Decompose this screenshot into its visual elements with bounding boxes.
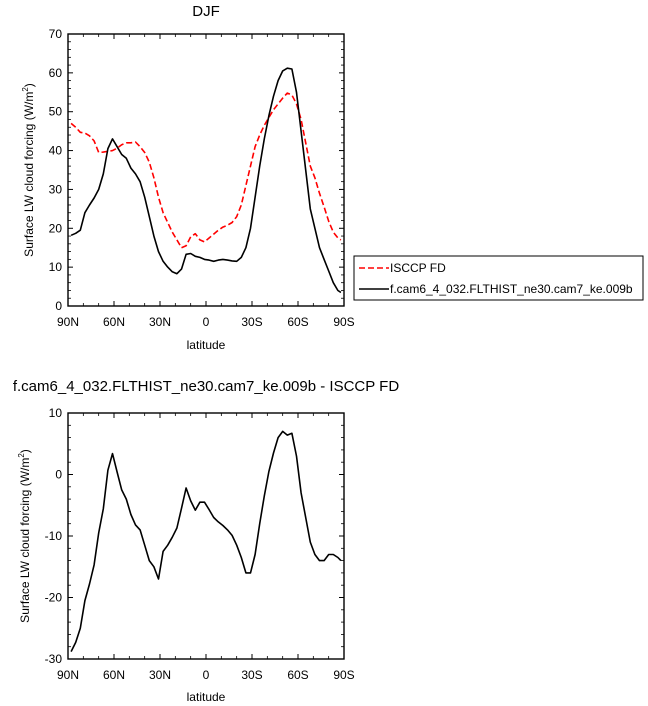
top-plot-area: 90N 60N 30N 0 30S 60S 90S 0 10 20 30 40 50 60 70 xyxy=(49,27,355,329)
top-x-tick-label: 30N xyxy=(149,315,171,329)
bottom-y-tick-label: 10 xyxy=(49,406,63,420)
bottom-y-axis-label-main: Surface LW cloud forcing (W/m xyxy=(18,458,32,623)
top-x-tick-label: 60S xyxy=(287,315,308,329)
top-x-axis-label: latitude xyxy=(187,338,226,352)
top-x-tick-label: 30S xyxy=(241,315,262,329)
top-y-axis-label-sup: 2 xyxy=(21,87,30,92)
bottom-x-tick-label: 30S xyxy=(241,668,262,682)
bottom-y-tick-label: 0 xyxy=(55,468,62,482)
top-plot-frame xyxy=(67,33,345,307)
top-y-axis-label-end: ) xyxy=(22,83,36,87)
bottom-x-tick-label: 90N xyxy=(57,668,79,682)
bottom-y-tick-label: -10 xyxy=(45,529,63,543)
top-series-line-1 xyxy=(70,67,342,294)
bottom-plot-frame xyxy=(67,412,345,660)
legend-label-model: f.cam6_4_032.FLTHIST_ne30.cam7_ke.009b xyxy=(390,282,633,296)
bottom-plot-area: 90N 60N 30N 0 30S 60S 90S -30 -20 -10 0 10 xyxy=(45,406,355,682)
bottom-x-tick-label: 60N xyxy=(103,668,125,682)
bottom-series-line-0 xyxy=(70,430,342,652)
bottom-x-axis-label: latitude xyxy=(187,690,226,704)
bottom-x-tick-label: 60S xyxy=(287,668,308,682)
top-y-tick-label: 40 xyxy=(49,144,63,158)
top-y-tick-label: 20 xyxy=(49,221,63,235)
bottom-chart-title: f.cam6_4_032.FLTHIST_ne30.cam7_ke.009b -… xyxy=(13,378,399,395)
top-y-axis-label-main: Surface LW cloud forcing (W/m xyxy=(22,92,36,257)
legend: ISCCP FD f.cam6_4_032.FLTHIST_ne30.cam7_… xyxy=(353,255,644,301)
bottom-y-axis-label-end: ) xyxy=(18,449,32,453)
top-x-tick-label: 0 xyxy=(203,315,210,329)
top-chart-title: DJF xyxy=(192,3,220,20)
top-x-tick-label: 90S xyxy=(333,315,354,329)
top-y-tick-label: 0 xyxy=(55,299,62,313)
top-y-tick-label: 70 xyxy=(49,27,63,41)
top-y-tick-label: 30 xyxy=(49,182,63,196)
bottom-x-tick-label: 30N xyxy=(149,668,171,682)
top-chart-panel: DJF 90N 60N 30N 0 30S 60S 90S 0 10 20 30 40 50 60 70 l… xyxy=(21,3,355,352)
bottom-y-tick-label: -30 xyxy=(45,652,63,666)
bottom-x-tick-label: 90S xyxy=(333,668,354,682)
bottom-chart-panel: f.cam6_4_032.FLTHIST_ne30.cam7_ke.009b -… xyxy=(13,378,399,704)
top-series-line-0 xyxy=(70,92,342,249)
top-y-tick-label: 60 xyxy=(49,66,63,80)
bottom-y-axis-label: Surface LW cloud forcing (W/m2) xyxy=(17,449,32,623)
bottom-y-tick-label: -20 xyxy=(45,591,63,605)
legend-box xyxy=(353,255,644,301)
bottom-y-axis-label-sup: 2 xyxy=(17,453,26,458)
top-y-tick-label: 50 xyxy=(49,105,63,119)
top-x-tick-label: 90N xyxy=(57,315,79,329)
top-y-tick-label: 10 xyxy=(49,260,63,274)
bottom-x-tick-label: 0 xyxy=(203,668,210,682)
legend-label-isccp: ISCCP FD xyxy=(390,261,446,275)
top-x-tick-label: 60N xyxy=(103,315,125,329)
top-y-axis-label: Surface LW cloud forcing (W/m2) xyxy=(21,83,36,257)
